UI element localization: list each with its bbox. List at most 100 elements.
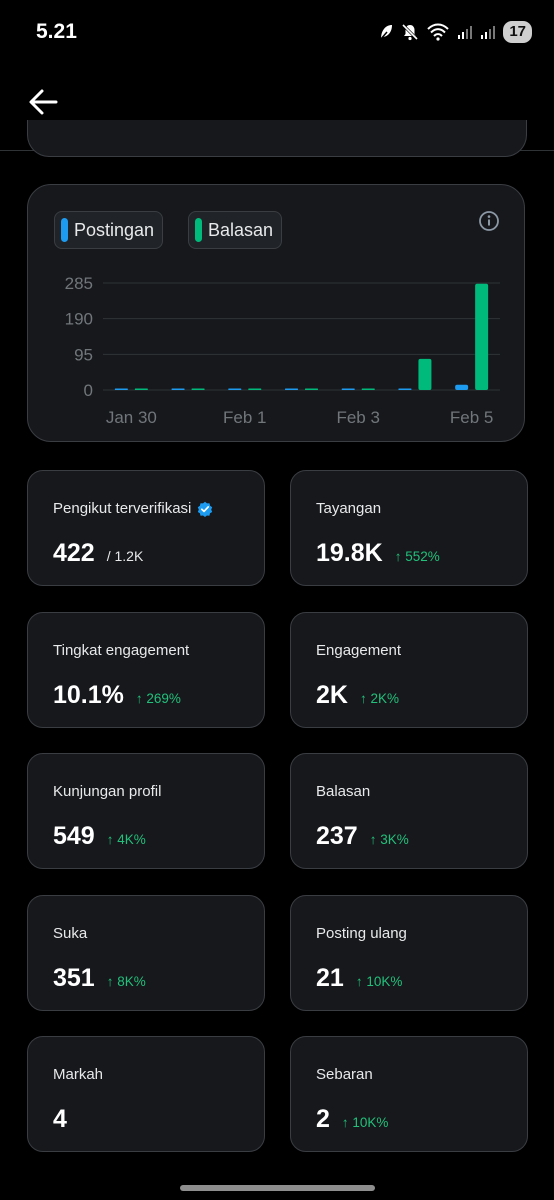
home-indicator[interactable] [180,1185,375,1191]
stat-label: Balasan [316,783,371,800]
legend-balasan[interactable]: Balasan [188,211,283,249]
stat-change: ↑ 552% [394,549,440,564]
y-tick-label: 0 [84,381,93,400]
legend-label: Balasan [208,219,274,240]
stat-label: Pengikut terverifikasi [53,500,192,517]
stat-value: 19.8K [316,539,383,567]
y-tick-label: 190 [65,310,93,329]
stat-value: 10.1% [53,680,124,709]
stat-label-row: Balasan [316,783,370,800]
stat-label-row: Sebaran [316,1066,373,1083]
bar-balasan-0[interactable] [134,388,148,391]
bar-postingan-6[interactable] [455,384,469,390]
previous-card [27,120,527,157]
stat-label-row: Kunjungan profil [53,783,161,800]
leaf-icon [379,25,393,41]
stat-value: 351 [53,963,95,992]
stat-value: 422 [53,539,95,567]
x-tick-label: Feb 3 [336,408,379,427]
bar-chart: 285 190 95 0 Jan 30 Feb 1 Feb 3 Feb 5 [65,274,500,427]
info-icon[interactable] [478,210,500,232]
stat-change: ↑ 3K% [369,832,409,847]
stat-label: Tayangan [316,500,382,517]
stat-label-row: Tingkat engagement [53,642,189,659]
stat-label-row: Engagement [316,642,401,659]
y-tick-label: 95 [74,345,93,364]
stat-card[interactable]: Sebaran 2 ↑ 10K% [290,1036,528,1152]
stat-value-row: 10.1% ↑ 269% [53,681,181,710]
stat-change: ↑ 4K% [106,832,146,847]
stat-label-row: Pengikut terverifikasi [53,500,213,517]
stat-label: Engagement [316,641,402,659]
stat-value-row: 19.8K ↑ 552% [316,539,440,568]
verified-badge-icon [198,501,213,517]
stat-label: Kunjungan profil [53,783,162,800]
status-icons: 17 [378,20,532,44]
bar-balasan-2[interactable] [248,388,262,391]
signal-icon [458,26,473,39]
bar-postingan-2[interactable] [228,388,242,391]
arrow-left-icon [29,89,58,115]
wifi-icon [427,23,450,41]
bar-postingan-0[interactable] [114,388,128,391]
mute-icon [402,23,419,41]
stat-card[interactable]: Engagement 2K ↑ 2K% [290,611,528,728]
bar-balasan-3[interactable] [305,388,318,391]
bar-postingan-3[interactable] [285,388,298,391]
stat-value-row: 549 ↑ 4K% [53,822,146,851]
stat-change: ↑ 2K% [359,690,399,706]
stat-card[interactable]: Posting ulang 21 ↑ 10K% [290,894,528,1011]
stat-total: / 1.2K [106,548,144,564]
stat-change: ↑ 8K% [106,973,146,989]
stat-value: 237 [316,822,358,850]
stat-label-row: Tayangan [316,500,381,517]
stat-change: ↑ 10K% [341,1115,389,1130]
stat-value: 4 [53,1105,67,1133]
stat-value: 2K [316,680,348,709]
stat-label-row: Posting ulang [316,925,407,942]
bar-balasan-5[interactable] [418,358,432,390]
legend-postingan[interactable]: Postingan [54,211,164,249]
bar-balasan-6[interactable] [475,283,489,390]
stat-card[interactable]: Markah 4 [27,1036,265,1152]
status-time: 5.21 [36,20,77,43]
stat-card[interactable]: Tayangan 19.8K ↑ 552% [290,470,528,586]
stat-card[interactable]: Balasan 237 ↑ 3K% [290,753,528,869]
stat-label: Markah [53,1066,104,1083]
x-tick-label: Feb 5 [450,408,493,427]
stat-value-row: 4 [53,1105,67,1134]
stat-card[interactable]: Kunjungan profil 549 ↑ 4K% [27,753,265,869]
stat-card[interactable]: Pengikut terverifikasi 422 / 1.2K [27,470,265,586]
signal-icon [481,26,496,39]
status-bar: 5.21 17 [0,0,554,64]
x-tick-label: Jan 30 [106,408,157,427]
back-button[interactable] [26,84,62,120]
stat-value-row: 2K ↑ 2K% [316,681,399,710]
stat-label-row: Suka [53,925,87,942]
stat-label: Sebaran [316,1066,373,1083]
stat-change: ↑ 10K% [355,973,403,989]
bar-balasan-4[interactable] [361,388,375,391]
x-tick-label: Feb 1 [223,408,266,427]
y-tick-label: 285 [65,274,93,293]
legend-swatch [195,218,202,242]
stat-label: Posting ulang [316,924,407,942]
stat-value-row: 2 ↑ 10K% [316,1105,388,1134]
bar-postingan-5[interactable] [398,388,412,391]
battery-indicator: 17 [503,21,532,43]
stat-value: 549 [53,822,95,850]
stat-value: 2 [316,1105,330,1133]
stat-card[interactable]: Tingkat engagement 10.1% ↑ 269% [27,611,265,728]
stat-card[interactable]: Suka 351 ↑ 8K% [27,894,265,1011]
legend-label: Postingan [74,219,155,240]
bar-balasan-1[interactable] [191,388,205,391]
stat-value: 21 [316,963,344,992]
activity-chart-card: Postingan Balasan 285 190 95 0 Jan 30 Feb 1 Fe… [27,184,525,442]
stat-value-row: 422 / 1.2K [53,539,143,568]
bar-postingan-4[interactable] [341,388,355,391]
bar-postingan-1[interactable] [171,388,185,391]
stat-value-row: 237 ↑ 3K% [316,822,409,851]
stat-label-row: Markah [53,1066,103,1083]
stat-label: Suka [53,924,88,942]
legend-swatch [61,218,68,242]
